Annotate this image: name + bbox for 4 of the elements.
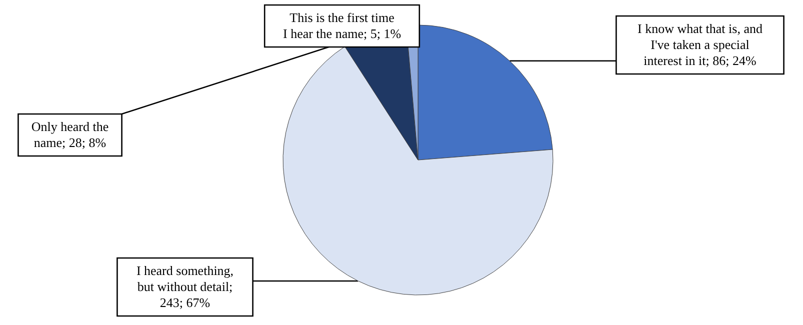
slice-label: This is the first time I hear the name; 5; 1% — [282, 10, 402, 41]
slice-label: I heard something, but without detail; 243; 67% — [136, 263, 234, 310]
slice-label: Only heard the name; 28; 8% — [31, 119, 109, 150]
slice-label: I know what that is, and I've taken a special interest in it; 86; 24% — [638, 21, 763, 68]
